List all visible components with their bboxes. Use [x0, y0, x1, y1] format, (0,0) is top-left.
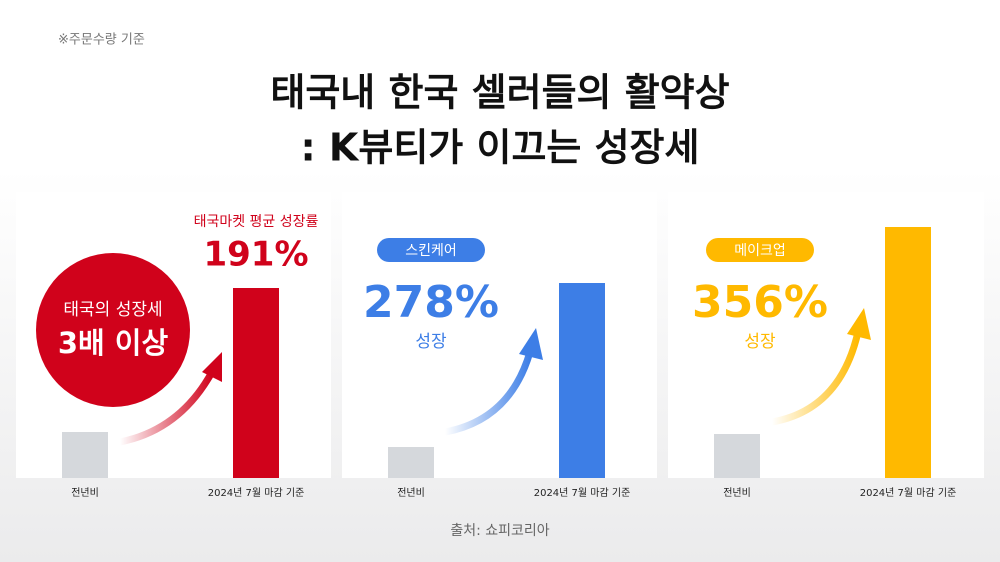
bar: [233, 288, 279, 478]
arrow: [444, 351, 534, 436]
growth: 356%: [692, 277, 828, 328]
x-tick-label: 전년비: [723, 487, 751, 499]
panel: [342, 192, 657, 478]
growth-caption: 성장: [415, 332, 447, 352]
source: 출처: 쇼피코리아: [450, 523, 549, 539]
x-tick-label: 2024년 7월 마감 기준: [208, 487, 305, 499]
circle-text: 태국의 성장세: [63, 300, 162, 320]
growth: 278%: [363, 277, 499, 328]
bar: [885, 227, 931, 478]
title: : K뷰티가 이끄는 성장세: [301, 126, 700, 170]
circle-text: 3배 이상: [58, 326, 169, 360]
arrow-head: [202, 352, 222, 382]
badge-text: 스킨케어: [405, 243, 457, 259]
subtitle: 태국마켓 평균 성장률: [194, 214, 319, 230]
bar: [388, 447, 434, 478]
arrow-head: [519, 328, 543, 360]
x-tick-label: 2024년 7월 마감 기준: [534, 487, 631, 499]
bar: [714, 434, 760, 478]
x-tick-label: 전년비: [71, 487, 99, 499]
arrow-head: [847, 308, 871, 340]
arrow: [771, 331, 862, 426]
bar: [559, 283, 605, 478]
x-tick-label: 전년비: [397, 487, 425, 499]
note: ※주문수량 기준: [58, 33, 145, 48]
badge-circle: [36, 253, 190, 407]
growth-caption: 성장: [744, 332, 776, 352]
badge: [377, 238, 485, 262]
x-tick-label: 2024년 7월 마감 기준: [860, 487, 957, 499]
bars: 전년비 2024년 7월 마감 기준 전년비 2024년 7월 마감 기준 전년비 202…: [62, 227, 956, 499]
title: 태국내 한국 셀러들의 활약상: [270, 71, 729, 115]
growth: 191%: [203, 235, 308, 275]
badge: [706, 238, 814, 262]
bar: [62, 432, 108, 478]
arrow: [119, 370, 216, 446]
badge-text: 메이크업: [734, 243, 786, 259]
